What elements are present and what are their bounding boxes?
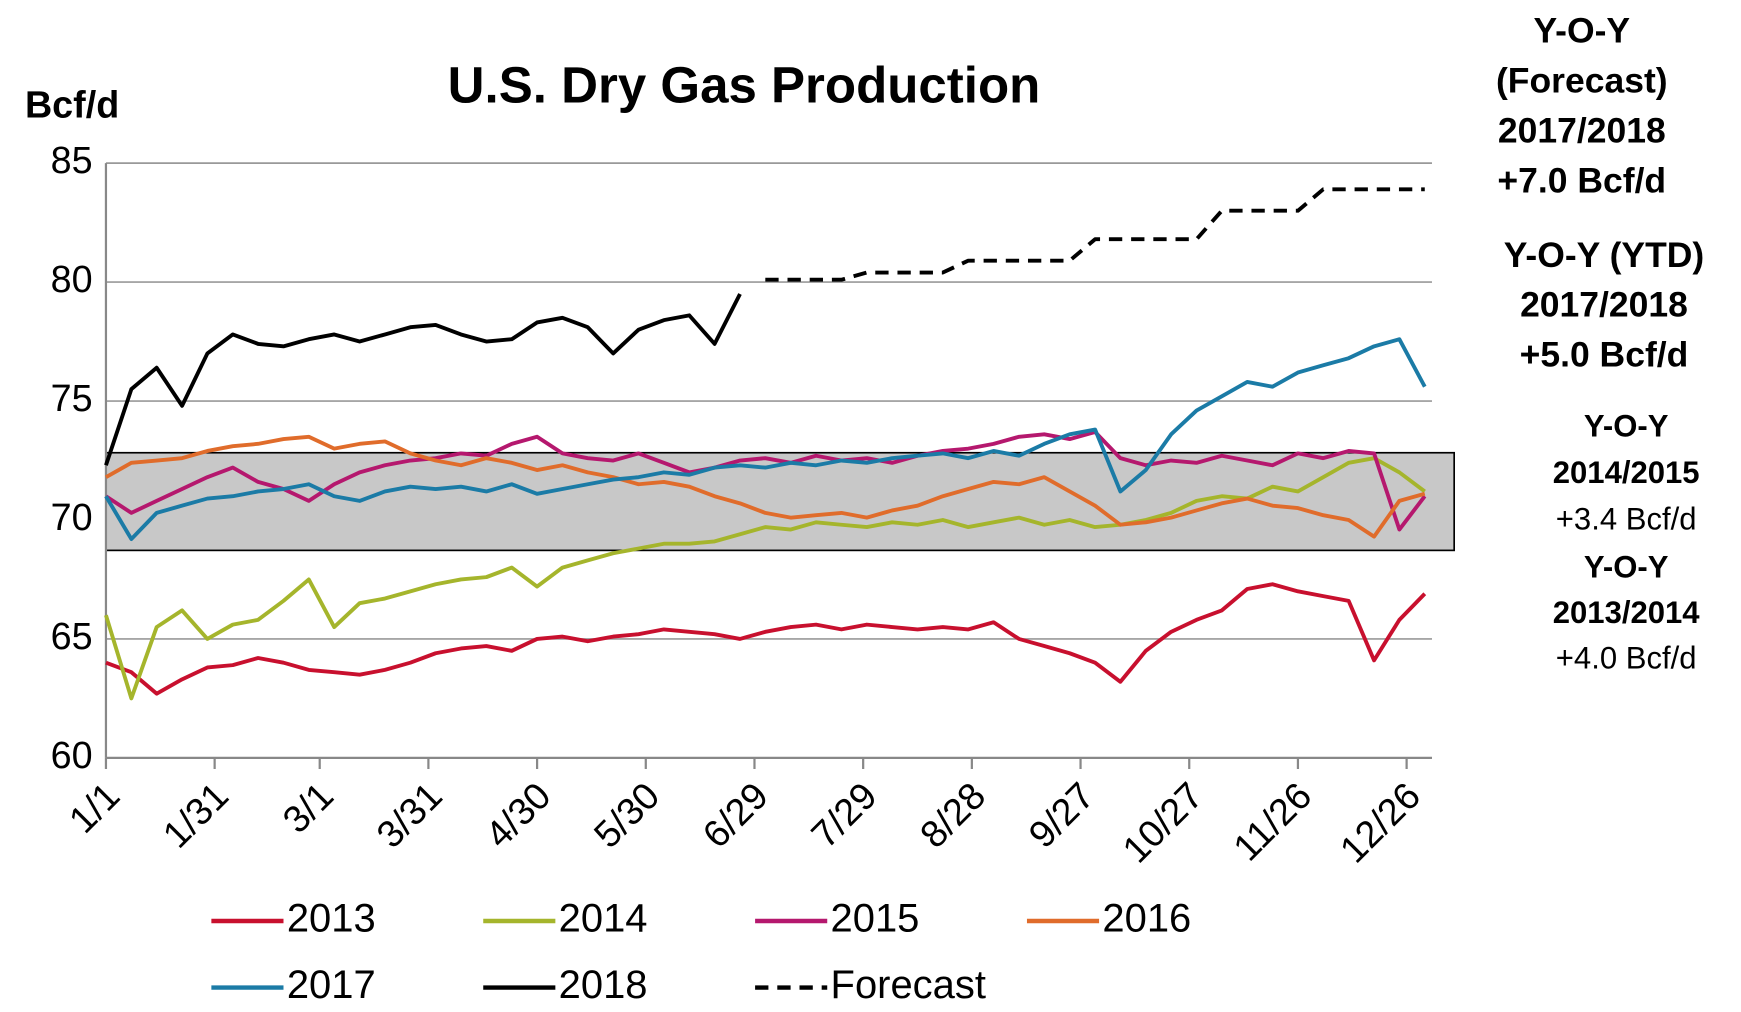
series-line: [104, 456, 1426, 701]
annotation: 2014/2015: [1553, 455, 1700, 490]
annotation: (Forecast): [1496, 61, 1668, 101]
y-axis-label: Bcf/d: [25, 84, 119, 126]
series-line: [104, 293, 742, 466]
series-line: [104, 430, 1427, 532]
x-tick-label: 11/26: [1225, 774, 1319, 868]
y-tick-label: 65: [51, 615, 93, 657]
y-tick-label: 85: [51, 139, 93, 181]
y-tick-label: 70: [51, 496, 93, 538]
annotation: Y-O-Y (YTD): [1504, 235, 1705, 275]
annotation: 2013/2014: [1553, 595, 1701, 630]
x-tick-label: 1/31: [155, 774, 237, 856]
annotation: +5.0 Bcf/d: [1520, 335, 1689, 375]
x-tick-label: 5/30: [586, 774, 668, 856]
annotation: Y-O-Y: [1584, 409, 1669, 444]
annotation: Y-O-Y: [1584, 549, 1669, 584]
annotation: +3.4 Bcf/d: [1556, 502, 1697, 537]
annotation: 2017/2018: [1498, 111, 1666, 151]
annotation: 2017/2018: [1520, 285, 1688, 325]
legend-label: 2018: [559, 963, 648, 1007]
series-line: [104, 337, 1427, 542]
x-tick-label: 12/26: [1332, 774, 1428, 870]
series-line: [104, 434, 1426, 539]
series-line: [105, 582, 1427, 696]
annotation: +4.0 Bcf/d: [1556, 640, 1697, 675]
x-tick-label: 7/29: [803, 774, 885, 856]
x-tick-label: 4/30: [477, 774, 559, 856]
y-tick-label: 60: [51, 734, 93, 776]
legend-label: 2014: [559, 897, 648, 941]
x-tick-label: 6/29: [694, 774, 776, 856]
y-tick-label: 75: [51, 377, 93, 419]
series-line: [765, 187, 1425, 282]
x-tick-label: 9/27: [1021, 774, 1103, 856]
y-tick-label: 80: [51, 258, 93, 300]
annotation: +7.0 Bcf/d: [1497, 160, 1666, 200]
legend-label: 2017: [287, 963, 376, 1007]
x-tick-label: 10/27: [1114, 774, 1210, 870]
legend-label: 2016: [1102, 897, 1191, 941]
x-tick-label: 3/1: [275, 774, 342, 841]
x-tick-label: 8/28: [912, 774, 994, 856]
chart-title: U.S. Dry Gas Production: [448, 56, 1041, 113]
legend-label: 2013: [287, 897, 376, 941]
annotation: Y-O-Y: [1533, 11, 1630, 51]
x-tick-label: 3/31: [368, 774, 450, 856]
legend-label: 2015: [831, 897, 920, 941]
legend-label: Forecast: [831, 963, 986, 1007]
x-tick-label: 1/1: [61, 774, 128, 841]
